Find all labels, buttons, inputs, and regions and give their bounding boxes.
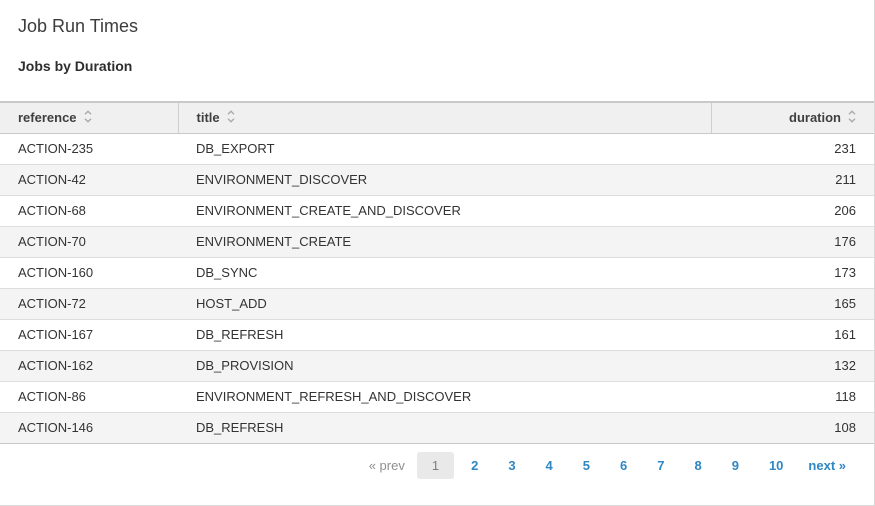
cell-reference: ACTION-72: [0, 287, 178, 319]
cell-title: DB_EXPORT: [196, 141, 275, 156]
column-header-duration[interactable]: duration: [710, 101, 874, 134]
sort-updown-icon[interactable]: [848, 110, 856, 124]
pagination-page-2[interactable]: 2: [471, 457, 479, 473]
column-header-title[interactable]: title: [177, 101, 711, 134]
cell-reference: ACTION-160: [0, 256, 178, 288]
cell-title: ENVIRONMENT_DISCOVER: [178, 163, 711, 195]
column-header-label: reference: [18, 110, 77, 126]
cell-title: DB_REFRESH: [178, 411, 711, 444]
cell-reference: ACTION-146: [0, 411, 178, 444]
pagination-next-button[interactable]: next »: [808, 457, 846, 473]
pagination-page-6[interactable]: 6: [620, 457, 628, 473]
cell-reference: ACTION-86: [0, 380, 178, 412]
cell-title: ENVIRONMENT_CREATE_AND_DISCOVER: [178, 194, 711, 226]
cell-title: ENVIRONMENT_CREATE: [178, 225, 711, 257]
cell-duration: 165: [711, 287, 874, 319]
pagination-page-current[interactable]: 1: [416, 451, 455, 479]
pagination-page-7[interactable]: 7: [657, 457, 665, 473]
table-row: ACTION-72 HOST_ADD 165: [0, 287, 874, 319]
column-header-reference[interactable]: reference: [0, 101, 178, 134]
cell-reference: ACTION-167: [0, 318, 178, 350]
table-row: ACTION-146 DB_REFRESH 108: [0, 411, 874, 444]
table-row: ACTION-160 DB_SYNC 173: [0, 256, 874, 288]
cell-duration: 132: [711, 349, 874, 381]
jobs-table: reference title duration ACTION-235 DB_EX…: [0, 101, 874, 444]
cell-duration: 206: [711, 194, 874, 226]
cell-title: ENVIRONMENT_REFRESH_AND_DISCOVER: [178, 380, 711, 412]
pagination-page-3[interactable]: 3: [508, 457, 516, 473]
pagination-page-4[interactable]: 4: [545, 457, 553, 473]
cell-duration: 231: [834, 141, 856, 156]
pagination-page-8[interactable]: 8: [694, 457, 702, 473]
table-row: ACTION-235 DB_EXPORT 231: [0, 133, 874, 164]
pagination: « prev 1 2 3 4 5 6 7 8 9 10 next »: [0, 451, 846, 479]
sort-updown-icon[interactable]: [84, 110, 92, 124]
cell-reference: ACTION-162: [0, 349, 178, 381]
cell-duration: 173: [711, 256, 874, 288]
table-body: ACTION-235 DB_EXPORT 231 ACTION-42 ENVIRONME…: [0, 133, 874, 444]
cell-reference: ACTION-235: [18, 141, 94, 156]
page-title: Job Run Times: [18, 16, 139, 36]
table-row: ACTION-68 ENVIRONMENT_CREATE_AND_DISCOVER…: [0, 194, 874, 226]
table-row: ACTION-70 ENVIRONMENT_CREATE 176: [0, 225, 874, 257]
cell-duration: 118: [711, 380, 874, 412]
cell-duration: 161: [711, 318, 874, 350]
cell-duration: 176: [711, 225, 874, 257]
column-header-label: title: [196, 110, 220, 126]
cell-duration: 108: [711, 411, 874, 444]
cell-reference: ACTION-42: [0, 163, 178, 195]
header-row: reference title duration: [0, 101, 874, 134]
pagination-page-10[interactable]: 10: [768, 457, 784, 473]
cell-title: DB_PROVISION: [178, 349, 711, 381]
table-row: ACTION-42 ENVIRONMENT_DISCOVER 211: [0, 163, 874, 195]
cell-duration: 211: [711, 163, 874, 195]
pagination-page-5[interactable]: 5: [582, 457, 591, 473]
cell-reference: ACTION-70: [0, 225, 178, 257]
sort-updown-icon[interactable]: [227, 110, 235, 124]
cell-title: DB_REFRESH: [178, 318, 711, 350]
pagination-page-9[interactable]: 9: [731, 457, 739, 473]
table-row: ACTION-167 DB_REFRESH 161: [0, 318, 874, 350]
widget-header: Job Run Times Jobs by Duration: [0, 0, 874, 75]
pagination-pages: 1 2 3 4 5 6 7 8 9 10: [415, 451, 799, 479]
table-row: ACTION-86 ENVIRONMENT_REFRESH_AND_DISCOVE…: [0, 380, 874, 412]
pagination-prev-button[interactable]: « prev: [368, 457, 405, 473]
widget-subtitle: Jobs by Duration: [18, 58, 133, 74]
jobs-table-header: reference title duration: [0, 101, 874, 134]
column-header-label: duration: [789, 110, 841, 126]
table-row: ACTION-162 DB_PROVISION 132: [0, 349, 874, 381]
cell-reference: ACTION-68: [0, 194, 178, 226]
cell-title: DB_SYNC: [178, 256, 711, 288]
cell-title: HOST_ADD: [178, 287, 711, 319]
